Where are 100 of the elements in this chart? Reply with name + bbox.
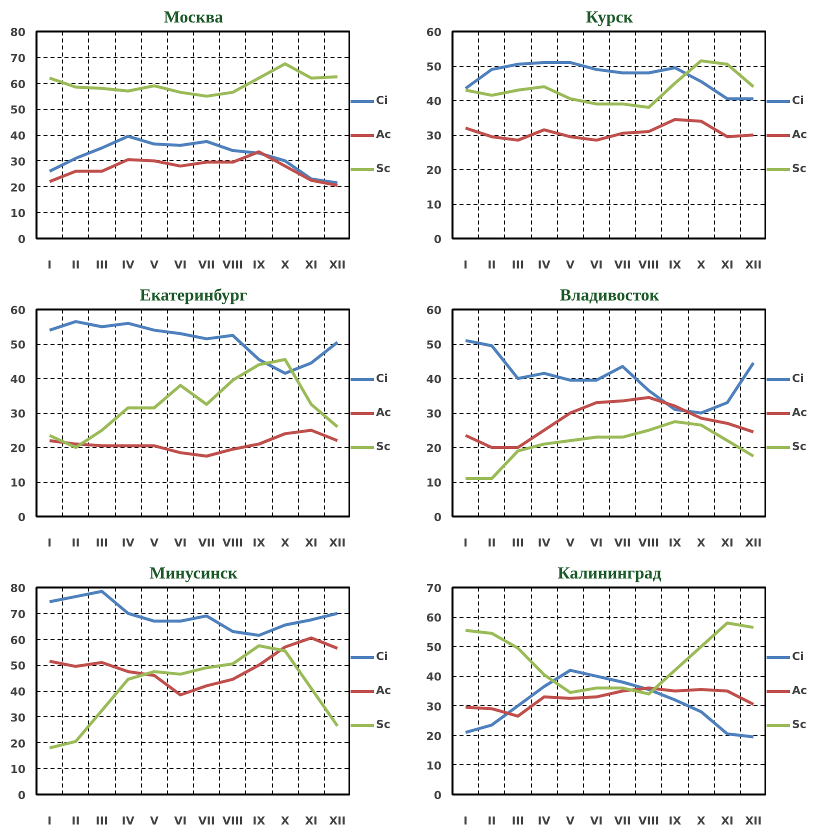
legend-label: Ci bbox=[376, 372, 389, 385]
legend-label: Ci bbox=[376, 650, 389, 663]
x-tick-label: III bbox=[96, 536, 108, 550]
y-tick-label: 40 bbox=[10, 130, 26, 142]
x-tick-label: IX bbox=[252, 258, 266, 272]
y-tick-label: 30 bbox=[10, 711, 26, 724]
x-tick-label: X bbox=[696, 258, 706, 272]
chart-title: Владивосток bbox=[560, 286, 660, 304]
x-tick-label: VIII bbox=[222, 258, 244, 272]
y-tick-label: 80 bbox=[10, 26, 26, 39]
line-series bbox=[48, 150, 339, 187]
chart-title: Екатеринбург bbox=[140, 286, 248, 304]
x-tick-label: XI bbox=[720, 814, 734, 828]
x-tick-label: III bbox=[512, 814, 524, 828]
y-tick-label: 50 bbox=[426, 338, 442, 352]
y-tick-label: 50 bbox=[10, 338, 26, 352]
x-tick-label: VII bbox=[614, 536, 631, 550]
x-tick-label: I bbox=[464, 536, 468, 550]
legend-label: Sc bbox=[376, 440, 392, 453]
line-series bbox=[464, 339, 755, 414]
y-tick-label: 50 bbox=[10, 660, 26, 673]
x-tick-label: IV bbox=[538, 536, 551, 550]
x-tick-label: XII bbox=[745, 536, 762, 550]
y-tick-label: 20 bbox=[10, 181, 26, 194]
y-tick-label: 50 bbox=[10, 104, 26, 117]
y-tick-label: 40 bbox=[10, 373, 26, 386]
x-tick-label: X bbox=[280, 536, 290, 550]
y-tick-label: 0 bbox=[434, 233, 442, 246]
x-tick-label: X bbox=[696, 536, 706, 550]
legend-label: Sc bbox=[376, 718, 392, 731]
y-tick-label: 20 bbox=[426, 164, 442, 177]
line-series bbox=[464, 621, 755, 696]
legend-label: Sc bbox=[792, 440, 808, 453]
chart-title: Калининград bbox=[558, 564, 662, 582]
line-series bbox=[48, 644, 339, 750]
x-tick-label: VI bbox=[590, 814, 603, 828]
x-tick-label: V bbox=[566, 536, 575, 550]
y-tick-label: 30 bbox=[10, 408, 26, 420]
legend-label: Ac bbox=[792, 406, 808, 419]
x-tick-label: VIII bbox=[638, 258, 660, 272]
x-tick-label: I bbox=[48, 258, 52, 272]
x-tick-label: V bbox=[150, 258, 159, 272]
y-tick-label: 0 bbox=[18, 511, 26, 524]
line-series bbox=[48, 62, 339, 98]
line-series bbox=[464, 420, 755, 480]
x-tick-label: IX bbox=[252, 814, 266, 828]
legend-label: Ac bbox=[376, 128, 392, 141]
x-tick-label: VI bbox=[174, 814, 187, 828]
line-series bbox=[464, 59, 755, 109]
x-tick-label: IX bbox=[668, 536, 682, 550]
y-tick-label: 50 bbox=[426, 60, 442, 74]
legend-label: Ac bbox=[792, 684, 808, 697]
x-tick-label: VIII bbox=[222, 536, 244, 550]
y-tick-label: 20 bbox=[426, 442, 442, 455]
x-tick-label: V bbox=[150, 814, 159, 828]
legend-label: Ac bbox=[376, 406, 392, 419]
line-series bbox=[48, 358, 339, 449]
x-tick-label: XII bbox=[329, 258, 346, 272]
x-tick-label: V bbox=[150, 536, 159, 550]
x-tick-label: XI bbox=[304, 258, 318, 272]
x-tick-label: VIII bbox=[222, 814, 244, 828]
y-tick-label: 60 bbox=[10, 634, 26, 647]
x-tick-label: III bbox=[96, 814, 108, 828]
x-tick-label: XI bbox=[720, 536, 734, 550]
x-tick-label: VII bbox=[614, 258, 631, 272]
y-tick-label: 10 bbox=[10, 207, 26, 220]
legend-label: Ac bbox=[792, 128, 808, 141]
x-tick-label: VI bbox=[590, 258, 603, 272]
x-tick-label: I bbox=[48, 814, 52, 828]
x-tick-label: XII bbox=[329, 536, 346, 550]
x-tick-label: IV bbox=[538, 258, 551, 272]
y-tick-label: 10 bbox=[426, 759, 442, 772]
legend-label: Ac bbox=[376, 684, 392, 697]
x-tick-label: II bbox=[488, 814, 496, 828]
y-tick-label: 40 bbox=[426, 95, 442, 108]
y-tick-label: 10 bbox=[426, 476, 442, 490]
y-tick-label: 30 bbox=[426, 130, 442, 142]
x-tick-label: II bbox=[72, 814, 80, 828]
x-tick-label: IV bbox=[122, 536, 135, 550]
line-series bbox=[464, 396, 755, 449]
y-tick-label: 0 bbox=[434, 789, 442, 802]
line-series bbox=[464, 668, 755, 738]
chart-title: Минусинск bbox=[149, 564, 238, 582]
legend-label: Ci bbox=[792, 650, 805, 663]
x-tick-label: IX bbox=[252, 536, 266, 550]
x-tick-label: XI bbox=[720, 258, 734, 272]
y-tick-label: 20 bbox=[10, 737, 26, 750]
y-tick-label: 60 bbox=[426, 304, 442, 317]
x-tick-label: VII bbox=[198, 258, 215, 272]
x-tick-label: III bbox=[96, 258, 108, 272]
line-series bbox=[464, 118, 755, 142]
legend-label: Ci bbox=[376, 94, 389, 107]
x-tick-label: IV bbox=[122, 258, 135, 272]
x-tick-label: IX bbox=[668, 258, 682, 272]
y-tick-label: 80 bbox=[10, 582, 26, 595]
y-tick-label: 0 bbox=[18, 789, 26, 802]
x-tick-label: XII bbox=[745, 258, 762, 272]
y-tick-label: 30 bbox=[10, 155, 26, 168]
x-tick-label: IV bbox=[538, 814, 551, 828]
y-tick-label: 60 bbox=[10, 304, 26, 317]
